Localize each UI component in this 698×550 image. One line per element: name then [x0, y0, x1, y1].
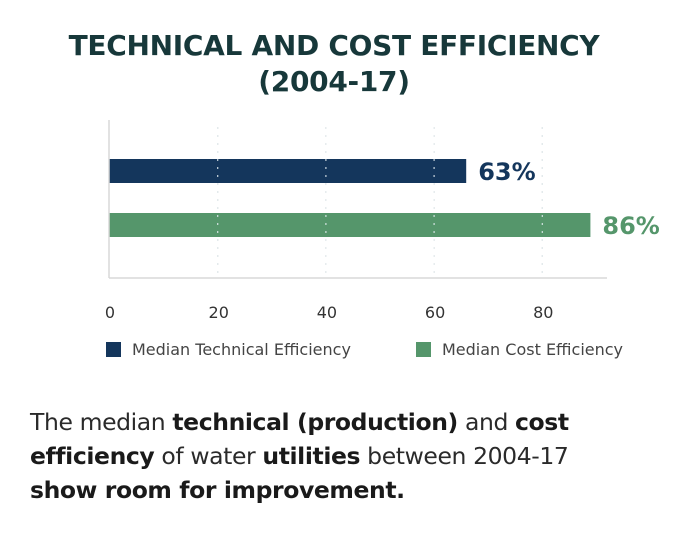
- x-tick-labels: 0 20 40 60 80: [105, 303, 554, 322]
- legend-item-technical: Median Technical Efficiency: [106, 340, 351, 359]
- caption-segment: cost: [515, 408, 569, 436]
- bar-label-cost: 86%: [602, 212, 659, 240]
- caption-segment: between 2004-17: [360, 442, 569, 470]
- legend-label-cost: Median Cost Efficiency: [442, 340, 624, 359]
- caption-segment: utilities: [262, 442, 361, 470]
- x-tick-label-0: 0: [105, 303, 115, 322]
- caption-segment: technical (production): [172, 408, 458, 436]
- gridlines: [217, 127, 543, 276]
- bar-cost: [109, 213, 591, 237]
- chart-title-line1: TECHNICAL AND COST EFFICIENCY: [68, 29, 600, 62]
- chart-title: TECHNICAL AND COST EFFICIENCY (2004-17): [0, 28, 668, 100]
- caption-line-3: show room for improvement.: [30, 473, 670, 507]
- caption-segment: show room for improvement.: [30, 476, 405, 504]
- bar-label-technical: 63%: [478, 158, 535, 186]
- bar-technical: [109, 159, 467, 183]
- x-tick-label-60: 60: [425, 303, 445, 322]
- caption-segment: The median: [30, 408, 173, 436]
- caption: The median technical (production) and co…: [30, 405, 670, 507]
- chart-title-line2: (2004-17): [258, 65, 410, 98]
- legend-swatch-cost: [416, 342, 431, 357]
- legend: Median Technical Efficiency Median Cost …: [0, 340, 698, 368]
- gridlines-overlay: [217, 127, 543, 276]
- bar-chart: 63% 86% 0 20 40 60 80: [105, 120, 660, 322]
- caption-segment: and: [457, 408, 516, 436]
- bar-labels: 63% 86%: [478, 158, 660, 240]
- x-tick-label-80: 80: [533, 303, 553, 322]
- bars: [109, 159, 591, 237]
- caption-segment: of water: [154, 442, 263, 470]
- x-tick-label-40: 40: [317, 303, 337, 322]
- caption-line-2: efficiency of water utilities between 20…: [30, 439, 670, 473]
- caption-line-1: The median technical (production) and co…: [30, 405, 670, 439]
- legend-item-cost: Median Cost Efficiency: [416, 340, 623, 359]
- legend-label-technical: Median Technical Efficiency: [132, 340, 351, 359]
- axes: [108, 120, 607, 279]
- legend-swatch-technical: [106, 342, 121, 357]
- x-tick-label-20: 20: [209, 303, 229, 322]
- caption-segment: efficiency: [30, 442, 155, 470]
